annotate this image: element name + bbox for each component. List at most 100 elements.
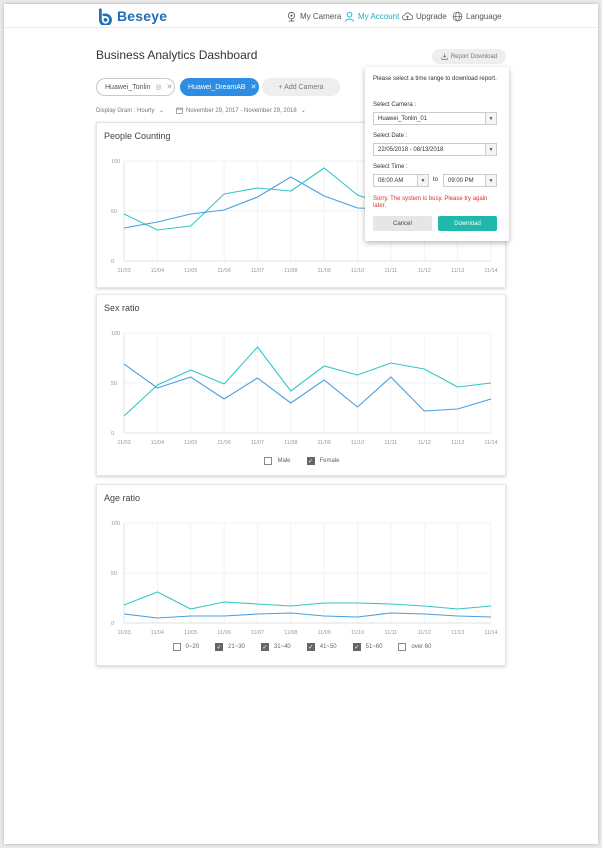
date-select-value: 22/05/2018 - 08/13/2018 [378, 146, 444, 153]
x-tick-label: 11/03 [117, 268, 130, 274]
time-from-value: 08:00 AM [378, 177, 404, 184]
camera-chip-tonlin[interactable]: Huawei_Tonlin ◎ ✕ [96, 78, 175, 96]
checkbox[interactable]: ✓ [352, 643, 361, 651]
download-icon [441, 53, 448, 60]
nav-my-account[interactable]: My Account [344, 8, 399, 24]
camera-select[interactable]: Huawei_Tonlin_01 ▼ [373, 112, 497, 125]
checkbox[interactable]: ✓ [215, 643, 224, 651]
x-tick-label: 11/06 [217, 630, 230, 636]
nav-upgrade[interactable]: Upgrade [402, 8, 447, 24]
x-tick-label: 11/03 [117, 630, 130, 636]
legend-label: 31~40 [273, 644, 291, 650]
legend-item-41-50[interactable]: ✓ 41~50 [306, 643, 337, 651]
x-tick-label: 11/04 [151, 630, 164, 636]
report-download-popover: Please select a time range to download r… [365, 67, 509, 241]
select-date-label: Select Date : [373, 133, 408, 139]
y-tick-label: 100 [111, 331, 120, 337]
camera-select-value: Huawei_Tonlin_01 [378, 115, 428, 122]
camera-icon [287, 11, 296, 22]
x-tick-label: 11/08 [284, 440, 297, 446]
checkbox[interactable] [264, 457, 273, 465]
checkbox[interactable]: ✓ [260, 643, 269, 651]
legend-label: 21~30 [228, 644, 245, 650]
legend-item-51-60[interactable]: ✓ 51~60 [352, 643, 383, 651]
legend-item-female[interactable]: ✓ Female [306, 457, 340, 465]
select-camera-label: Select Camera : [373, 102, 417, 108]
checkbox[interactable] [398, 643, 407, 651]
y-tick-label: 50 [111, 209, 117, 215]
checkbox[interactable]: ✓ [306, 643, 315, 651]
x-tick-label: 11/13 [451, 630, 464, 636]
top-nav: Beseye My Camera My Account Upgrade Lang… [4, 4, 598, 28]
x-tick-label: 11/09 [318, 268, 331, 274]
download-button[interactable]: Download [438, 216, 497, 231]
x-tick-label: 11/06 [217, 440, 230, 446]
report-download-button[interactable]: Report Download [432, 49, 506, 64]
close-icon[interactable]: ✕ [250, 84, 257, 91]
brand-logo[interactable]: Beseye [97, 6, 167, 26]
chart-title: Sex ratio [104, 303, 140, 313]
camera-chip-label: Huawei_DreamAB [188, 83, 246, 91]
x-tick-label: 11/08 [284, 268, 297, 274]
chart-legend: 0~20 ✓ 21~30 ✓ 31~40 ✓ 41~50 ✓ 51~60 ove… [97, 643, 507, 651]
x-tick-label: 11/11 [384, 630, 397, 636]
legend-label: 0~20 [185, 644, 200, 650]
nav-my-camera[interactable]: My Camera [286, 8, 341, 24]
add-camera-button[interactable]: + Add Camera [262, 78, 340, 96]
line-chart: 0 50 100 11/03 11/04 11/05 11/06 11/07 11/08 11/0… [111, 331, 498, 446]
checkbox[interactable]: ✓ [306, 457, 315, 465]
display-grain-label: Display Grain : Hourly [96, 108, 155, 114]
y-tick-label: 100 [111, 159, 120, 165]
legend-item-0-20[interactable]: 0~20 [172, 643, 200, 651]
x-tick-label: 11/07 [251, 440, 264, 446]
y-tick-label: 50 [111, 571, 117, 577]
y-tick-label: 0 [111, 259, 114, 265]
x-tick-label: 11/09 [318, 440, 331, 446]
time-to-select[interactable]: 09:00 PM ▼ [443, 174, 497, 187]
legend-item-over-60[interactable]: over 60 [398, 643, 431, 651]
x-tick-label: 11/13 [451, 440, 464, 446]
series-line-1 [123, 363, 492, 412]
sex-ratio-card: Sex ratio Male ✓ Female 0 50 100 11/03 11/04… [96, 294, 506, 476]
cancel-button[interactable]: Cancel [373, 216, 432, 231]
brand-name: Beseye [117, 8, 168, 24]
x-tick-label: 11/12 [418, 630, 431, 636]
x-tick-label: 11/05 [184, 630, 197, 636]
y-tick-label: 0 [111, 431, 114, 437]
legend-label: Male [277, 458, 291, 464]
x-tick-label: 11/12 [418, 268, 431, 274]
time-from-select[interactable]: 08:00 AM ▼ [373, 174, 429, 187]
nav-language[interactable]: Language [452, 8, 502, 24]
close-icon[interactable]: ✕ [166, 84, 173, 91]
eye-icon[interactable]: ◎ [155, 84, 162, 91]
x-tick-label: 11/03 [117, 440, 130, 446]
x-tick-label: 11/11 [384, 440, 397, 446]
select-time-label: Select Time : [373, 164, 408, 170]
x-tick-label: 11/12 [418, 440, 431, 446]
time-to-label: to [433, 177, 439, 183]
page-title: Business Analytics Dashboard [96, 48, 258, 62]
date-range-picker[interactable]: November 29, 2017 - November 29, 2018 ⌄ [176, 107, 306, 114]
legend-label: 51~60 [365, 644, 383, 650]
display-grain-dropdown[interactable]: Display Grain : Hourly ⌄ [96, 107, 164, 114]
error-message: Sorry. The system is busy. Please try ag… [373, 196, 488, 209]
user-icon [344, 11, 355, 22]
x-tick-label: 11/11 [384, 268, 397, 274]
camera-chip-dreamab[interactable]: Huawei_DreamAB ✕ [180, 78, 259, 96]
legend-item-male[interactable]: Male [264, 457, 291, 465]
x-tick-label: 11/07 [251, 268, 264, 274]
series-line-1 [123, 612, 492, 619]
chevron-down-icon: ▼ [485, 175, 496, 186]
date-select[interactable]: 22/05/2018 - 08/13/2018 ▼ [373, 143, 497, 156]
x-tick-label: 11/05 [184, 268, 197, 274]
app-frame: Beseye My Camera My Account Upgrade Lang… [4, 4, 598, 844]
legend-label: over 60 [411, 644, 432, 650]
x-tick-label: 11/10 [351, 440, 364, 446]
x-tick-label: 11/08 [284, 630, 297, 636]
chevron-down-icon: ⌄ [159, 108, 165, 114]
checkbox[interactable] [172, 643, 181, 651]
x-tick-label: 11/14 [484, 630, 497, 636]
legend-item-31-40[interactable]: ✓ 31~40 [260, 643, 291, 651]
legend-item-21-30[interactable]: ✓ 21~30 [215, 643, 245, 651]
legend-label: Female [319, 458, 340, 464]
